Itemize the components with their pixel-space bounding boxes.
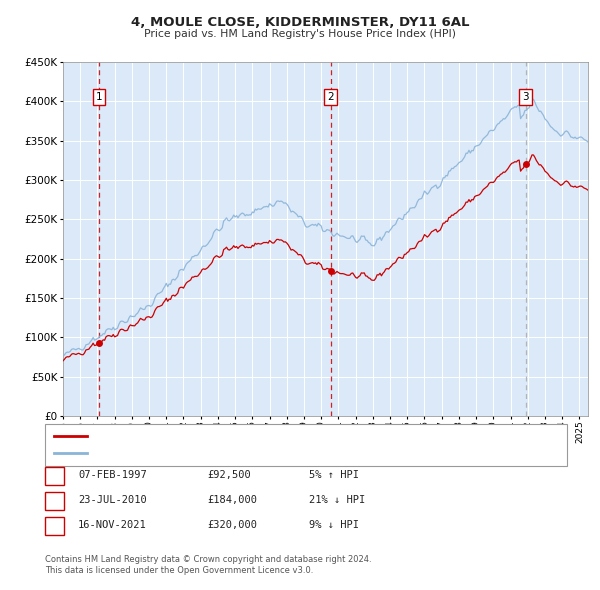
Text: 1: 1 [96, 93, 103, 102]
Text: 3: 3 [522, 93, 529, 102]
Text: Contains HM Land Registry data © Crown copyright and database right 2024.: Contains HM Land Registry data © Crown c… [45, 555, 371, 564]
Text: 07-FEB-1997: 07-FEB-1997 [78, 470, 147, 480]
Text: 4, MOULE CLOSE, KIDDERMINSTER, DY11 6AL (detached house): 4, MOULE CLOSE, KIDDERMINSTER, DY11 6AL … [93, 431, 404, 441]
Text: 1: 1 [51, 470, 58, 480]
Text: 3: 3 [51, 520, 58, 529]
Text: 21% ↓ HPI: 21% ↓ HPI [309, 495, 365, 504]
Text: 16-NOV-2021: 16-NOV-2021 [78, 520, 147, 529]
Text: 2: 2 [328, 93, 334, 102]
Text: £92,500: £92,500 [207, 470, 251, 480]
Text: 5% ↑ HPI: 5% ↑ HPI [309, 470, 359, 480]
Text: 9% ↓ HPI: 9% ↓ HPI [309, 520, 359, 529]
Text: 23-JUL-2010: 23-JUL-2010 [78, 495, 147, 504]
Text: HPI: Average price, detached house, Wyre Forest: HPI: Average price, detached house, Wyre… [93, 448, 332, 458]
Text: £184,000: £184,000 [207, 495, 257, 504]
Text: 4, MOULE CLOSE, KIDDERMINSTER, DY11 6AL: 4, MOULE CLOSE, KIDDERMINSTER, DY11 6AL [131, 16, 469, 29]
Text: This data is licensed under the Open Government Licence v3.0.: This data is licensed under the Open Gov… [45, 566, 313, 575]
Text: Price paid vs. HM Land Registry's House Price Index (HPI): Price paid vs. HM Land Registry's House … [144, 30, 456, 39]
Text: 2: 2 [51, 495, 58, 504]
Text: £320,000: £320,000 [207, 520, 257, 529]
